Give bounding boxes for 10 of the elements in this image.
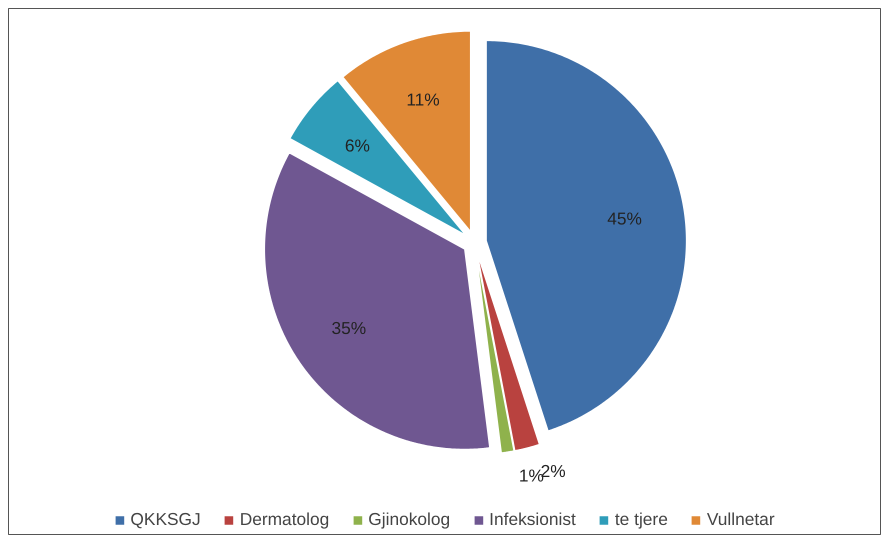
- legend-label: Vullnetar: [706, 509, 775, 530]
- data-label: 6%: [344, 136, 370, 156]
- legend-label: QKKSGJ: [130, 509, 201, 530]
- data-label: 11%: [406, 89, 440, 110]
- data-label: 35%: [331, 318, 366, 338]
- data-label: 45%: [607, 208, 642, 229]
- legend-label: Gjinokolog: [368, 509, 450, 530]
- legend-label: Dermatolog: [240, 509, 330, 530]
- legend-label: Infeksionist: [489, 509, 576, 530]
- legend-label: te tjere: [614, 509, 668, 530]
